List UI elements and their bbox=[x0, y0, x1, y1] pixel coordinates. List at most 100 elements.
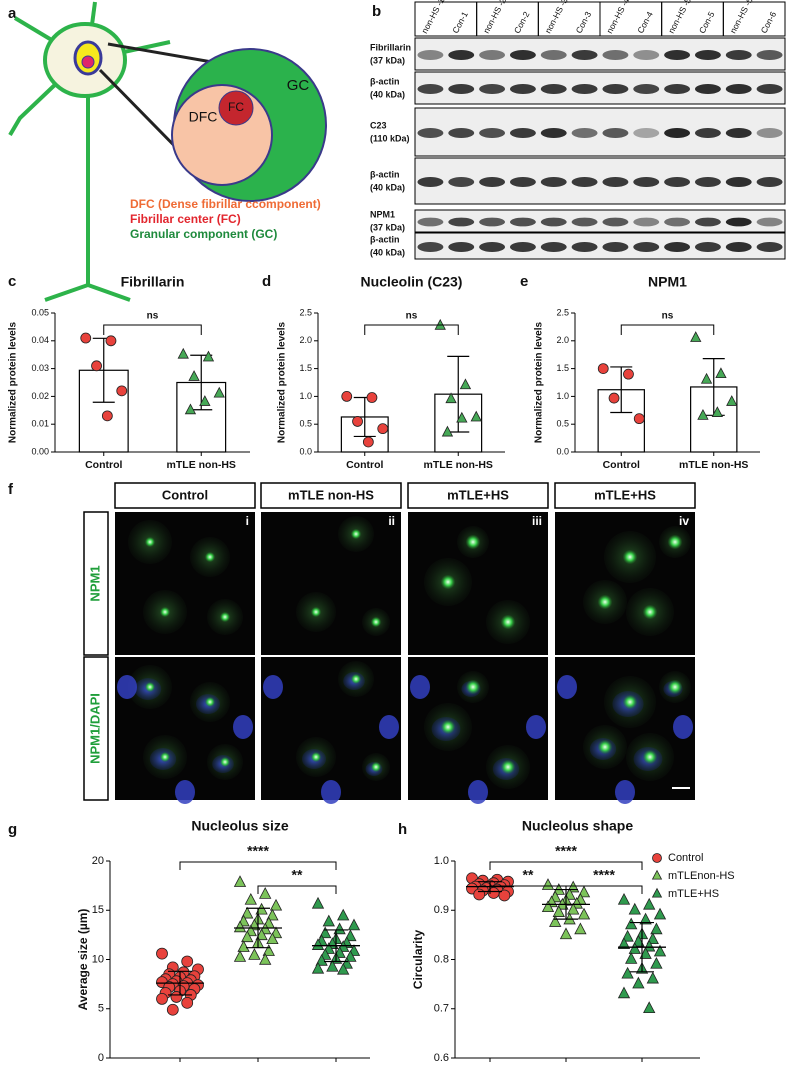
blot-strip bbox=[414, 209, 786, 233]
nucleolus bbox=[441, 575, 455, 589]
column-title: Control bbox=[162, 487, 208, 502]
blot-band bbox=[479, 84, 506, 94]
nucleolus bbox=[623, 695, 637, 709]
point bbox=[262, 944, 275, 956]
point bbox=[266, 908, 279, 921]
nucleolus bbox=[441, 720, 455, 734]
nucleolus bbox=[466, 535, 480, 549]
blot-band bbox=[664, 242, 691, 252]
point bbox=[315, 954, 328, 966]
blot-band bbox=[571, 128, 598, 138]
nucleolus bbox=[311, 607, 321, 617]
point bbox=[541, 900, 555, 913]
panel-letter: g bbox=[8, 821, 17, 838]
panel-letter: a bbox=[8, 5, 17, 22]
y-tick-label: 2.5 bbox=[556, 307, 569, 317]
point bbox=[456, 411, 468, 423]
point bbox=[101, 410, 113, 422]
nucleolus bbox=[371, 762, 381, 772]
lane-label: Con-3 bbox=[574, 10, 594, 35]
fc-region bbox=[218, 90, 254, 126]
blot-strip bbox=[414, 71, 786, 105]
nucleolus bbox=[205, 552, 215, 562]
blot-band bbox=[602, 84, 629, 94]
point bbox=[441, 425, 454, 437]
point bbox=[498, 889, 511, 902]
blot-band bbox=[725, 242, 752, 252]
point bbox=[470, 410, 482, 422]
blot-band bbox=[725, 84, 752, 94]
nucleolus bbox=[220, 612, 230, 622]
point bbox=[633, 413, 645, 425]
blot-band bbox=[417, 217, 444, 227]
point bbox=[628, 942, 641, 954]
panel-index: iv bbox=[679, 514, 689, 528]
lane-label: non-HS -2 bbox=[481, 0, 508, 35]
blot-band bbox=[448, 242, 475, 252]
point bbox=[690, 331, 702, 342]
significance-label: **** bbox=[555, 843, 577, 859]
point bbox=[188, 370, 200, 381]
y-tick-label: 0.0 bbox=[299, 446, 312, 456]
blot-band bbox=[571, 84, 598, 94]
nucleolus bbox=[643, 750, 657, 764]
point bbox=[650, 922, 663, 935]
panel-index: iii bbox=[532, 514, 542, 528]
blot-band bbox=[756, 128, 783, 138]
y-tick-label: 0.9 bbox=[434, 904, 449, 916]
y-tick-label: 0.5 bbox=[556, 419, 569, 429]
row-label: NPM1/DAPI bbox=[87, 693, 102, 764]
dapi-nucleus bbox=[615, 780, 635, 804]
point bbox=[91, 360, 102, 372]
blot-strip bbox=[414, 107, 786, 157]
blot-band bbox=[664, 84, 691, 94]
nucleolus bbox=[311, 752, 321, 762]
y-axis-label: Normalized protein levels bbox=[534, 321, 545, 443]
blot-band bbox=[509, 242, 536, 252]
blot-size: (40 kDa) bbox=[370, 182, 405, 192]
row-label-box bbox=[83, 511, 109, 656]
blot-band bbox=[540, 217, 567, 227]
point bbox=[628, 902, 641, 915]
point bbox=[233, 920, 247, 933]
nucleolus bbox=[668, 680, 682, 694]
blot-band bbox=[694, 177, 721, 187]
point bbox=[625, 917, 638, 930]
point bbox=[259, 887, 272, 899]
nucleolus bbox=[598, 740, 612, 754]
y-tick-label: 0.00 bbox=[31, 446, 49, 456]
blot-size: (37 kDa) bbox=[370, 55, 405, 65]
point bbox=[166, 1003, 179, 1016]
y-tick-label: 0.8 bbox=[434, 953, 449, 965]
point bbox=[651, 887, 663, 898]
point bbox=[643, 897, 656, 910]
nucleolus bbox=[598, 595, 612, 609]
point bbox=[337, 908, 350, 921]
blot-band bbox=[540, 177, 567, 187]
blot-strip bbox=[414, 232, 786, 260]
point bbox=[653, 944, 667, 957]
blot-band bbox=[725, 217, 752, 227]
blot-band bbox=[571, 217, 598, 227]
point bbox=[259, 953, 272, 965]
point bbox=[459, 378, 472, 390]
significance-label: **** bbox=[247, 843, 269, 859]
blot-band bbox=[509, 50, 536, 60]
point bbox=[366, 392, 378, 403]
blot-band bbox=[664, 128, 691, 138]
zoom-line bbox=[107, 42, 213, 64]
blot-band bbox=[479, 50, 506, 60]
point bbox=[170, 991, 183, 1003]
nucleolus bbox=[351, 529, 361, 539]
column-title: mTLE+HS bbox=[594, 487, 656, 502]
header-box bbox=[114, 482, 256, 509]
sd-bar bbox=[168, 970, 192, 996]
blot-protein: Fibrillarin bbox=[370, 42, 411, 52]
y-tick-label: 0 bbox=[98, 1052, 104, 1062]
significance-bracket bbox=[364, 324, 459, 335]
blot-protein: β-actin bbox=[370, 76, 400, 86]
y-tick-label: 0.5 bbox=[299, 419, 312, 429]
legend-label: mTLE+HS bbox=[668, 888, 719, 900]
legend-text: DFC (Dense fibrillar ccomponent) bbox=[130, 197, 321, 211]
